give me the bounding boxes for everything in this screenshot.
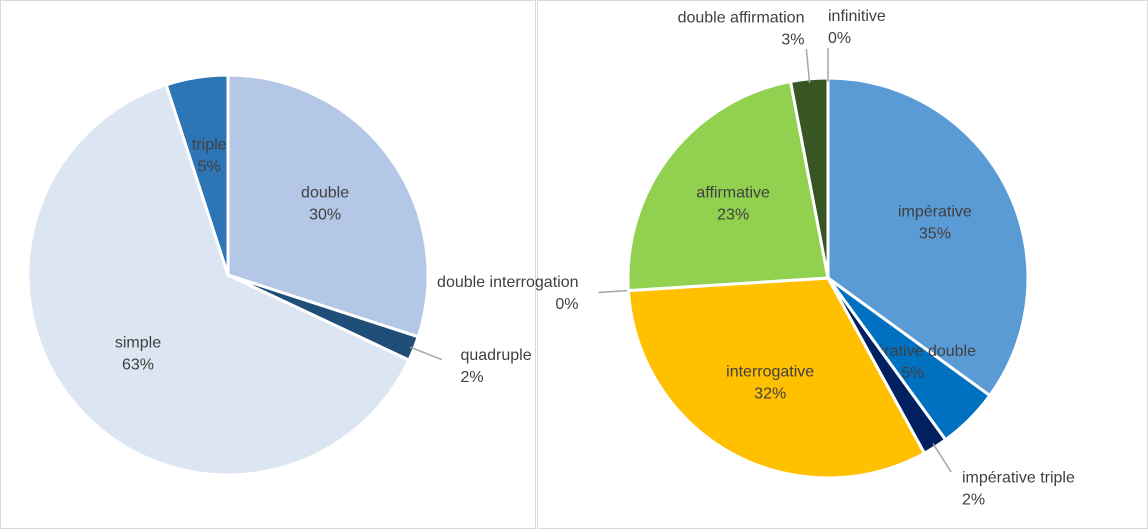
pie-slice: [626, 79, 830, 293]
slice-value-label: 0%: [555, 296, 578, 313]
leader-line: [805, 48, 811, 83]
slice-value-label: 35%: [919, 226, 951, 243]
slice-value-label: 5%: [198, 159, 221, 176]
pie-slice: [626, 276, 927, 480]
slice-value-label: 30%: [309, 207, 341, 224]
slice-value-label: 32%: [754, 385, 786, 402]
slice-label: impérative: [898, 204, 972, 221]
slice-label: simple: [115, 335, 161, 352]
pie-slice: [226, 73, 430, 339]
slice-value-label: 5%: [901, 365, 924, 382]
slice-label: infinitive: [828, 8, 886, 25]
pie-slice: [164, 73, 230, 276]
pie-slice: [26, 82, 411, 477]
slice-value-label: 23%: [717, 207, 749, 224]
slice-label: double affirmation: [678, 9, 805, 26]
slice-label: quadruple: [460, 347, 531, 364]
leader-line: [409, 346, 443, 361]
slice-label: interrogative: [726, 363, 814, 380]
slice-value-label: 63%: [122, 357, 154, 374]
slice-label: triple: [192, 137, 227, 154]
pie-slice: [826, 76, 1030, 398]
slice-label: double: [301, 185, 349, 202]
slice-value-label: 2%: [962, 491, 985, 508]
slice-value-label: 0%: [828, 30, 851, 47]
leader-line: [598, 289, 633, 294]
slice-label: impérative triple: [962, 469, 1075, 486]
slice-label: double interrogation: [437, 274, 578, 291]
slice-label: affirmative: [696, 185, 770, 202]
slice-value-label: 3%: [781, 31, 804, 48]
slice-value-label: 2%: [460, 369, 483, 386]
leader-line: [932, 443, 952, 473]
